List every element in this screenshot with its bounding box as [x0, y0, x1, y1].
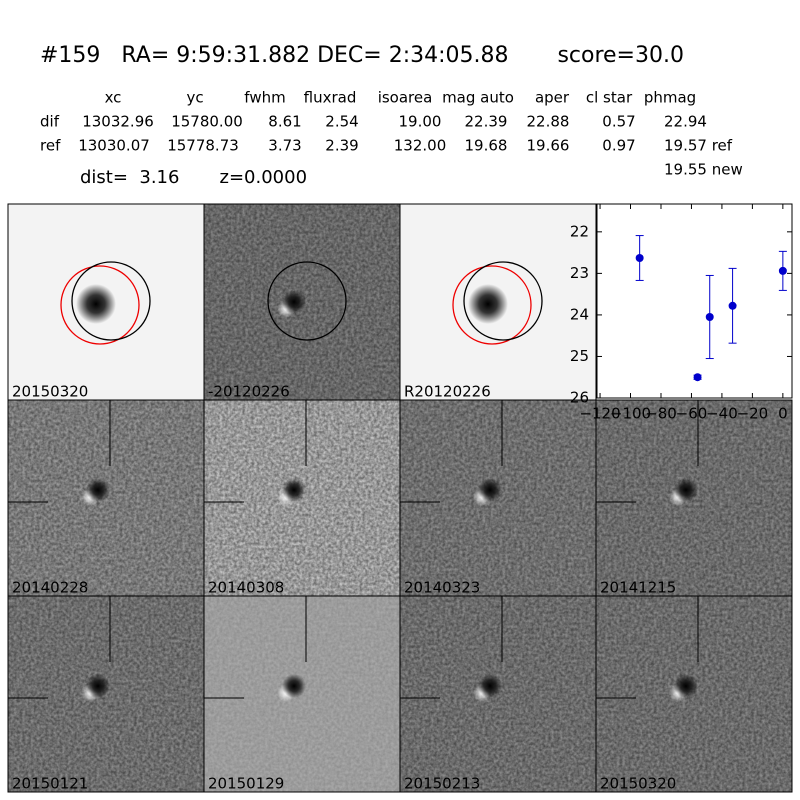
stamp: -20120226 [203, 203, 401, 401]
stamp-label: R20120226 [404, 383, 491, 401]
source-neg [478, 674, 502, 698]
x-tick-label: −20 [737, 405, 769, 423]
column-header: mag auto [442, 89, 514, 107]
stamp-label: 20140228 [12, 579, 88, 597]
y-tick-label: 23 [570, 264, 589, 282]
table-cell: 3.73 [268, 137, 301, 155]
table-cell: dif [40, 113, 60, 131]
column-header: isoarea [378, 89, 433, 107]
y-tick-label: 25 [570, 347, 589, 365]
dif-circle [71, 261, 151, 341]
table-cell: 19.66 [527, 137, 570, 155]
x-tick-label: −80 [645, 405, 677, 423]
table-note: 19.55 new [664, 161, 743, 179]
stamp: 20150213 [399, 595, 597, 793]
table-cell: 15780.00 [171, 113, 243, 131]
source-neg [86, 674, 110, 698]
table-cell: 13032.96 [82, 113, 154, 131]
table-cell: 0.57 [602, 113, 635, 131]
table-cell: 19.68 [465, 137, 508, 155]
column-header: phmag [644, 89, 696, 107]
stamp: 20141215 [595, 399, 793, 597]
column-header: fluxrad [304, 89, 357, 107]
x-tick-label: 0 [778, 405, 788, 423]
ref-circle [60, 265, 140, 345]
column-header: xc [105, 89, 122, 107]
y-tick-label: 26 [570, 389, 589, 407]
point [693, 373, 702, 382]
source [468, 284, 508, 324]
x-tick-label: −40 [706, 405, 738, 423]
table-cell: 22.94 [664, 113, 707, 131]
point [635, 254, 644, 263]
table-cell: ref [40, 137, 61, 155]
source-neg [674, 478, 698, 502]
table-cell: 19.00 [399, 113, 442, 131]
table-cell: 19.57 ref [664, 137, 733, 155]
point [705, 312, 714, 321]
column-header: cl star [586, 89, 633, 107]
stamp: 20150129 [203, 595, 401, 793]
x-tick-label: −60 [676, 405, 708, 423]
stamp-frame [595, 595, 793, 793]
table-cell: 15778.73 [167, 137, 239, 155]
source [76, 284, 116, 324]
stamp-label: 20150129 [208, 775, 284, 793]
column-header: aper [535, 89, 570, 107]
x-tick-label: −120 [579, 405, 620, 423]
stamp-label: 20150320 [600, 775, 676, 793]
source-neg [674, 674, 698, 698]
table-cell: 8.61 [268, 113, 301, 131]
stamp-label: -20120226 [208, 383, 290, 401]
ref-circle [452, 265, 532, 345]
source-neg [282, 478, 306, 502]
stamp: 20150121 [7, 595, 205, 793]
dif-circle [463, 261, 543, 341]
table-cell: 2.39 [325, 137, 358, 155]
y-tick-label: 24 [570, 305, 589, 323]
lightcurve: 22 23 24 25 26−120−100−80−60−40−20 0 [570, 203, 793, 423]
stamp-label: 20140308 [208, 579, 284, 597]
source-neg [478, 478, 502, 502]
stamp: 20140228 [7, 399, 205, 597]
stamp-label: 20140323 [404, 579, 480, 597]
stamp-label: 20150121 [12, 775, 88, 793]
column-header: fwhm [244, 89, 285, 107]
point [728, 301, 737, 310]
source-neg [282, 290, 306, 314]
table-cell: 22.39 [465, 113, 508, 131]
stamp-label: 20150213 [404, 775, 480, 793]
stamp: R20120226 [399, 203, 597, 401]
column-header: yc [186, 89, 203, 107]
stamp: 20140323 [399, 399, 597, 597]
x-tick-label: −100 [610, 405, 651, 423]
dist-line: dist= 3.16 z=0.0000 [80, 167, 307, 188]
table-cell: 13030.07 [78, 137, 150, 155]
stamp: 20150320 [7, 203, 205, 401]
title: #159 RA= 9:59:31.882 DEC= 2:34:05.88 sco… [40, 43, 684, 68]
stamp: 20150320 [595, 595, 793, 793]
source-neg [86, 478, 110, 502]
dif-circle [267, 261, 347, 341]
table-cell: 22.88 [527, 113, 570, 131]
plot-area [596, 203, 793, 399]
point [778, 266, 787, 275]
stamp: 20140308 [203, 399, 401, 597]
table-cell: 0.97 [602, 137, 635, 155]
stamp-label: 20150320 [12, 383, 88, 401]
stamp-label: 20141215 [600, 579, 676, 597]
stamp-grid: 20150320 -20120226 R20120226 20140228 201403… [7, 203, 793, 793]
y-tick-label: 22 [570, 222, 589, 240]
source-neg [282, 674, 306, 698]
table-cell: 2.54 [325, 113, 358, 131]
table-cell: 132.00 [394, 137, 447, 155]
